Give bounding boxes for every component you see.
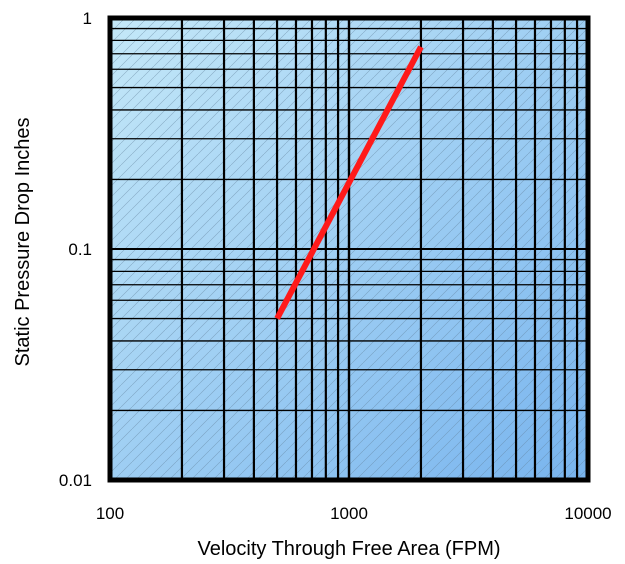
x-axis-title: Velocity Through Free Area (FPM) [197,538,500,560]
data-series [274,45,424,320]
x-tick-label: 10000 [564,504,611,523]
y-axis-title: Static Pressure Drop Inches [12,118,34,367]
x-tick-label: 1000 [330,504,368,523]
series-line [274,45,424,320]
y-tick-label: 0.01 [59,471,92,490]
y-tick-labels: 0.01 0.1 1 [59,9,92,490]
x-tick-label: 100 [96,504,124,523]
plot-frame [107,15,591,483]
y-tick-label: 1 [83,9,92,28]
x-tick-labels: 100 1000 10000 [96,504,612,523]
y-tick-label: 0.1 [68,240,92,259]
grid-lines [108,17,590,481]
